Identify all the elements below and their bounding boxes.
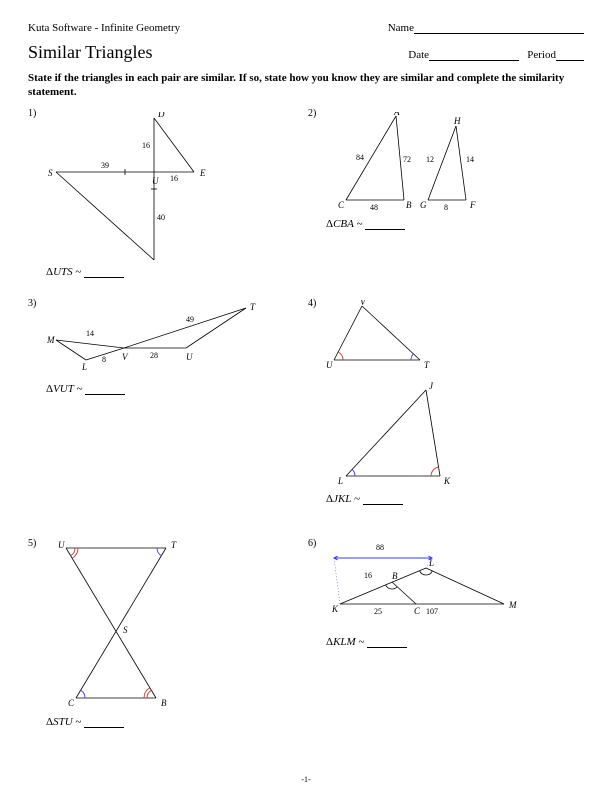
similarity-statement: ΔSTU ~ [46,716,124,728]
problem-number: 3) [28,298,36,309]
name-field: Name [388,22,584,34]
problem: 6)KBLCM881625107ΔKLM ~ [308,538,578,678]
svg-text:C: C [414,606,421,616]
svg-text:D: D [157,112,165,119]
svg-text:L: L [337,476,343,486]
svg-text:G: G [420,200,427,210]
svg-text:107: 107 [426,607,438,616]
figure: M L V U T 14 8 28 49 [46,298,266,378]
problem: 1)SUEDT39161640ΔUTS ~ [28,108,298,278]
figure: V U T J L K [326,300,496,490]
svg-text:B: B [392,571,398,581]
svg-text:S: S [123,625,128,635]
svg-text:39: 39 [101,161,109,170]
page-title: Similar Triangles [28,42,153,63]
svg-text:16: 16 [364,571,372,580]
svg-text:49: 49 [186,315,194,324]
svg-text:88: 88 [376,543,384,552]
svg-text:16: 16 [170,174,178,183]
svg-text:B: B [406,200,412,210]
software-name: Kuta Software - Infinite Geometry [28,22,180,34]
svg-text:S: S [48,168,53,178]
svg-text:8: 8 [102,355,106,364]
svg-text:14: 14 [86,329,94,338]
svg-text:T: T [424,360,430,370]
problem-number: 5) [28,538,36,549]
svg-text:H: H [453,116,461,126]
similarity-statement: ΔVUT ~ [46,383,125,395]
problem-number: 2) [308,108,316,119]
svg-text:T: T [250,302,256,312]
svg-text:U: U [326,360,333,370]
similarity-statement: ΔCBA ~ [326,218,405,230]
svg-text:M: M [46,335,55,345]
problem: 5) U T S C B ΔSTU ~ [28,538,298,738]
problem: 3) M L V U T 14 8 28 49 ΔVUT ~ [28,298,298,408]
svg-text:84: 84 [356,153,364,162]
svg-text:U: U [152,176,159,186]
date-period: Date Period [408,49,584,61]
problem-number: 1) [28,108,36,119]
svg-text:L: L [81,362,87,372]
svg-text:28: 28 [150,351,158,360]
svg-text:U: U [186,352,193,362]
svg-text:48: 48 [370,203,378,212]
svg-text:A: A [393,112,400,117]
svg-text:F: F [469,200,476,210]
figure: U T S C B [46,538,216,708]
figure: SUEDT39161640 [46,112,226,262]
similarity-statement: ΔKLM ~ [326,636,407,648]
svg-text:40: 40 [157,213,165,222]
svg-text:M: M [508,600,517,610]
problem-number: 4) [308,298,316,309]
problem: 2) A C B H G F 84 72 48 12 14 8 ΔCBA ~ [308,108,578,238]
svg-text:25: 25 [374,607,382,616]
svg-text:14: 14 [466,155,474,164]
figure: KBLCM881625107 [326,538,526,628]
problem: 4) V U T J L K ΔJKL ~ [308,298,578,518]
svg-text:72: 72 [403,155,411,164]
svg-text:V: V [122,352,129,362]
svg-text:8: 8 [444,203,448,212]
problem-number: 6) [308,538,316,549]
svg-text:B: B [161,698,167,708]
svg-text:V: V [360,300,367,307]
svg-text:C: C [338,200,345,210]
similarity-statement: ΔUTS ~ [46,266,124,278]
svg-text:J: J [429,381,434,391]
similarity-statement: ΔJKL ~ [326,493,403,505]
instruction: State if the triangles in each pair are … [28,71,584,100]
svg-text:U: U [58,540,65,550]
svg-text:C: C [68,698,75,708]
svg-text:K: K [443,476,451,486]
svg-text:12: 12 [426,155,434,164]
svg-text:16: 16 [142,141,150,150]
svg-text:T: T [171,540,177,550]
svg-text:K: K [331,604,339,614]
page-footer: -1- [0,775,612,784]
svg-text:E: E [199,168,206,178]
figure: A C B H G F 84 72 48 12 14 8 [326,112,526,212]
